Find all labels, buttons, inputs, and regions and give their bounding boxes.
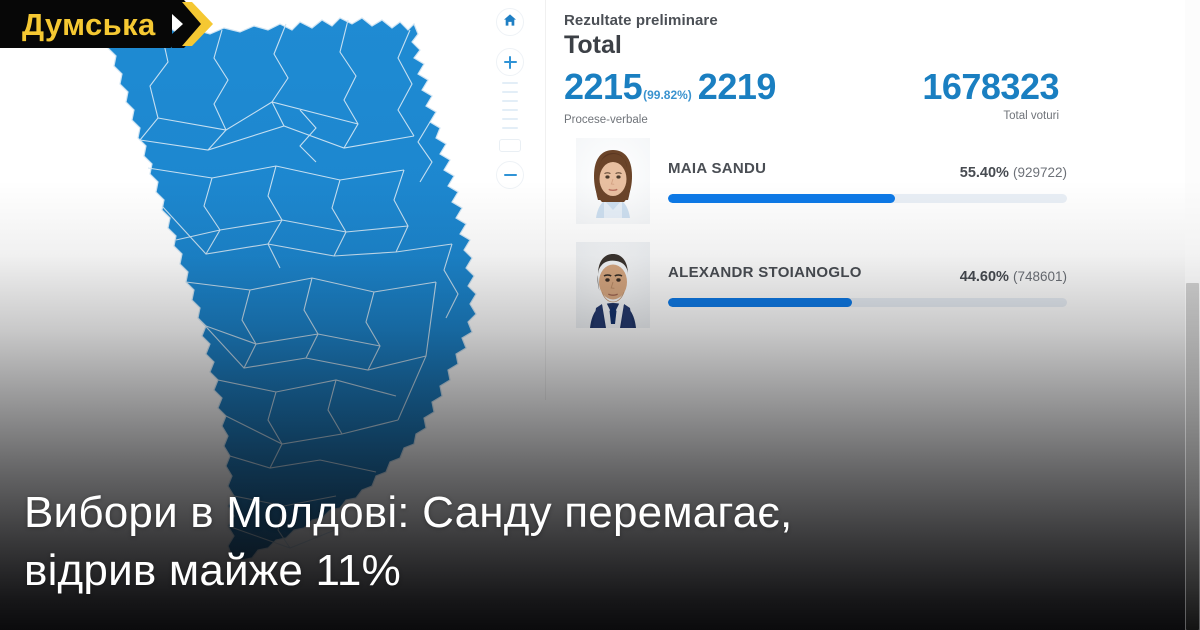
results-kicker: Rezultate preliminare [564, 12, 718, 29]
zoom-tick [502, 100, 518, 102]
maia-sandu-portrait [576, 138, 650, 224]
candidate-score: 44.60% (748601) [960, 268, 1067, 286]
candidate-progress-track [668, 194, 1067, 203]
candidate-percent: 55.40% [959, 165, 1009, 181]
zoom-slider-handle[interactable] [499, 139, 521, 152]
map-zoom-controls[interactable] [494, 8, 526, 189]
zoom-tick [502, 109, 518, 111]
map-zoom-out-button[interactable] [496, 161, 524, 189]
candidate-progress-track [668, 298, 1067, 307]
map-zoom-in-button[interactable] [496, 48, 524, 76]
map-home-button[interactable] [496, 8, 524, 36]
candidate-row[interactable]: MAIA SANDU 55.40% (929722) [564, 132, 1073, 236]
candidate-header: MAIA SANDU 55.40% (929722) [668, 160, 1073, 182]
avatar [576, 242, 650, 328]
home-icon [503, 13, 517, 32]
logo-text: Думська [22, 6, 156, 42]
protocols-counted: 2215 [564, 66, 643, 107]
candidate-votes: (929722) [1012, 165, 1067, 180]
candidate-score: 55.40% (929722) [960, 164, 1067, 182]
site-logo[interactable]: Думська [0, 0, 218, 48]
zoom-tick [502, 118, 518, 120]
candidate-row[interactable]: ALEXANDR STOIANOGLO 44.60% (748601) [564, 236, 1073, 340]
logo-chevron-icon [171, 0, 218, 48]
zoom-tick [502, 82, 518, 84]
zoom-tick [502, 127, 518, 129]
minus-icon [503, 169, 517, 182]
candidate-progress-fill [668, 298, 852, 307]
candidate-header: ALEXANDR STOIANOGLO 44.60% (748601) [668, 264, 1073, 286]
vertical-scrollbar[interactable] [1185, 0, 1200, 630]
total-votes-label: Total voturi [1003, 110, 1059, 122]
map-zoom-slider[interactable] [496, 82, 524, 157]
candidate-progress-fill [668, 194, 896, 203]
protocols-percent: (99.82%) [643, 88, 692, 102]
candidate-name: ALEXANDR STOIANOGLO [668, 264, 862, 281]
scrollbar-thumb[interactable] [1186, 283, 1199, 630]
results-labels-row: Procese-verbale Total voturi [564, 110, 1073, 132]
moldova-outline [107, 17, 477, 560]
results-panel: Rezultate preliminare Total 2215 (99.82%… [545, 0, 1093, 400]
protocols-total: 2219 [697, 66, 777, 107]
protocols-label: Procese-verbale [564, 114, 648, 126]
candidate-name: MAIA SANDU [668, 160, 767, 177]
candidate-votes: (748601) [1012, 269, 1067, 284]
page-title: Вибори в Молдові: Санду перемагає, відри… [24, 487, 793, 595]
total-votes-value: 1678323 [922, 66, 1059, 107]
logo-box: Думська [0, 0, 172, 48]
candidate-percent: 44.60% [959, 269, 1009, 285]
zoom-tick [502, 91, 518, 93]
avatar [576, 138, 650, 224]
total-votes-stat: 1678323 [922, 69, 1059, 105]
election-map[interactable] [0, 0, 560, 560]
results-stats-row: 2215 (99.82%) 2219 1678323 [564, 61, 1073, 105]
results-title: Total [564, 31, 622, 59]
alexandr-stoianoglo-portrait [576, 242, 650, 328]
plus-icon [503, 55, 517, 69]
protocols-stat: 2215 (99.82%) 2219 [564, 69, 776, 105]
